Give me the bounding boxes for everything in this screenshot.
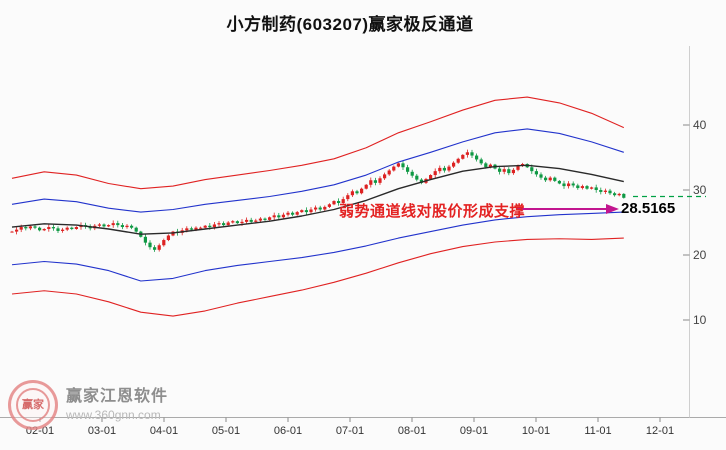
annotation-arrow-head-icon [606, 204, 619, 214]
x-axis-label: 02-01 [26, 425, 54, 437]
support-price-value: 28.5165 [621, 200, 676, 217]
x-axis-label: 11-01 [584, 425, 611, 437]
x-axis-label: 09-01 [460, 425, 488, 437]
x-axis-label: 12-01 [646, 425, 674, 437]
support-annotation-text: 弱势通道线对股价形成支撑 [339, 203, 526, 220]
y-axis-label: 30 [693, 183, 707, 197]
x-axis-label: 07-01 [336, 425, 364, 437]
x-axis-label: 10-01 [522, 425, 550, 437]
y-axis-label: 10 [693, 313, 707, 327]
channel-line-blue-lower [11, 211, 624, 282]
x-axis-label: 05-01 [212, 425, 240, 437]
channel-line-red-lower [11, 237, 624, 317]
channel-line-blue-upper [11, 128, 624, 213]
channel-line-red-upper [11, 96, 625, 190]
chart-title: 小方制药(603207)赢家极反通道 [226, 15, 474, 34]
x-axis-label: 04-01 [150, 425, 178, 437]
y-axis-label: 40 [693, 118, 707, 132]
y-axis-label: 20 [693, 248, 707, 262]
candles-layer [10, 149, 626, 252]
x-axis-label: 03-01 [88, 425, 116, 437]
x-axis-label: 06-01 [274, 425, 302, 437]
x-axis-label: 08-01 [398, 425, 426, 437]
channel-line-middle [11, 164, 624, 235]
